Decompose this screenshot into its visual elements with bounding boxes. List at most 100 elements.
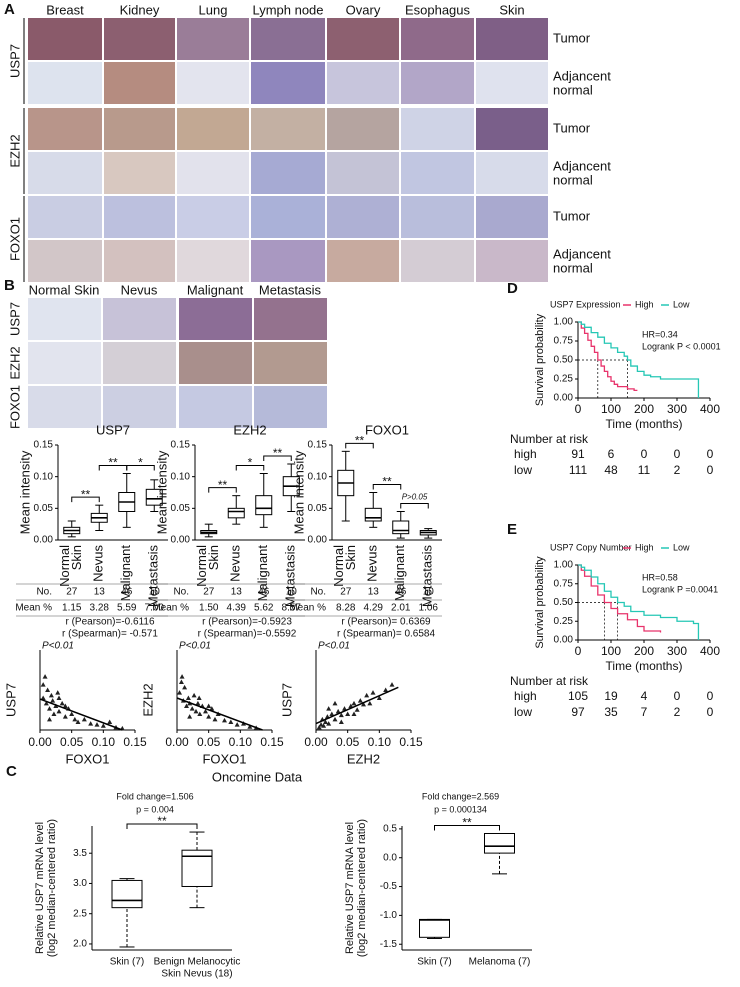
significance-label: ** bbox=[108, 456, 118, 470]
x-tick-label: Skin bbox=[343, 545, 358, 570]
y-tick-label: 0.25 bbox=[554, 616, 574, 627]
column-header: Lymph node bbox=[252, 2, 323, 17]
box bbox=[255, 495, 273, 516]
tissue-image bbox=[401, 108, 474, 150]
point bbox=[247, 724, 253, 729]
y-tick-label: 3.5 bbox=[73, 848, 87, 859]
significance-label: ** bbox=[157, 814, 167, 828]
y-tick-label: 0.50 bbox=[554, 597, 574, 608]
y-tick-label: 0.00 bbox=[308, 535, 328, 546]
risk-value: 19 bbox=[604, 689, 618, 703]
tissue-image bbox=[104, 152, 175, 194]
point bbox=[185, 695, 191, 700]
tissue-image bbox=[254, 298, 327, 340]
y-tick-label: -1.0 bbox=[380, 910, 398, 921]
point bbox=[364, 692, 370, 698]
x-tick-label: Malignant bbox=[255, 545, 270, 602]
point bbox=[178, 679, 184, 684]
chart-title: EZH2 bbox=[233, 422, 266, 437]
panel-title: Oncomine Data bbox=[212, 769, 303, 784]
point bbox=[40, 695, 46, 700]
point bbox=[182, 684, 188, 690]
box bbox=[364, 507, 382, 522]
x-tick-label: Skin bbox=[69, 545, 84, 570]
x-tick-label: Normal bbox=[57, 545, 72, 587]
point bbox=[56, 708, 62, 714]
risk-value: 11 bbox=[638, 463, 651, 477]
y-tick-label: 0.05 bbox=[34, 503, 54, 514]
row-label: Adjancent bbox=[553, 158, 611, 173]
x-tick-label: Skin bbox=[206, 545, 221, 570]
tissue-image bbox=[28, 298, 101, 340]
x-tick-label: 300 bbox=[667, 644, 687, 658]
y-axis-title: Mean intensity bbox=[154, 450, 169, 534]
point bbox=[206, 714, 212, 719]
significance-label: ** bbox=[218, 478, 228, 492]
y-tick-label: 0.15 bbox=[308, 440, 328, 451]
x-tick-label: 0.05 bbox=[197, 735, 221, 749]
point bbox=[329, 711, 335, 716]
risk-value: 91 bbox=[571, 447, 585, 461]
point bbox=[51, 711, 57, 716]
x-tick-label: Melanoma (7) bbox=[469, 957, 531, 968]
row-label: USP7 bbox=[7, 44, 22, 78]
tissue-image bbox=[327, 240, 399, 282]
tissue-image bbox=[251, 196, 325, 238]
significance-label: ** bbox=[462, 816, 472, 830]
table-row-label: Mean % bbox=[289, 603, 326, 614]
point bbox=[47, 716, 52, 722]
x-tick-label: Skin (7) bbox=[417, 957, 451, 968]
row-label: Tumor bbox=[553, 30, 591, 45]
tissue-image bbox=[104, 108, 175, 150]
risk-value: 105 bbox=[568, 689, 588, 703]
column-header: Malignant bbox=[187, 282, 244, 297]
row-label: EZH2 bbox=[7, 346, 22, 379]
point bbox=[177, 690, 183, 695]
x-tick-label: 0.00 bbox=[28, 735, 52, 749]
point bbox=[367, 700, 373, 706]
table-cell: 8.28 bbox=[336, 603, 356, 614]
risk-value: 6 bbox=[608, 447, 615, 461]
risk-label: low bbox=[514, 705, 532, 719]
panel-label: C bbox=[6, 763, 17, 780]
risk-label: high bbox=[514, 689, 537, 703]
x-tick-label: Metastasis bbox=[420, 545, 435, 608]
point bbox=[196, 695, 202, 700]
y-tick-label: 0.0 bbox=[383, 852, 397, 863]
annotation: p = 0.000134 bbox=[434, 804, 487, 814]
point bbox=[189, 706, 195, 711]
row-label: EZH2 bbox=[7, 134, 22, 167]
point bbox=[62, 703, 68, 708]
x-tick-label: 0.00 bbox=[304, 735, 328, 749]
x-tick-label: 0.15 bbox=[260, 735, 284, 749]
tissue-image bbox=[177, 240, 249, 282]
point bbox=[45, 687, 51, 692]
legend-label: Low bbox=[673, 542, 690, 552]
column-header: Kidney bbox=[120, 2, 160, 17]
point bbox=[206, 703, 212, 708]
survival-curve bbox=[578, 564, 700, 640]
significance-bracket bbox=[434, 824, 500, 831]
panel-label: E bbox=[507, 521, 517, 538]
y-axis-title: Survival probability bbox=[534, 313, 546, 406]
trend-line bbox=[176, 697, 263, 731]
point bbox=[195, 700, 201, 706]
point bbox=[332, 716, 338, 722]
risk-value: 0 bbox=[674, 689, 681, 703]
table-cell: 13 bbox=[368, 587, 380, 598]
y-tick-label: 1.00 bbox=[554, 317, 574, 328]
box bbox=[227, 507, 245, 519]
x-tick-label: Nevus bbox=[91, 545, 106, 582]
y-tick-label: 2.0 bbox=[73, 939, 87, 950]
x-tick-label: Skin (7) bbox=[110, 957, 144, 968]
significance-bracket bbox=[71, 496, 100, 503]
survival-curve bbox=[578, 564, 662, 633]
row-label: Adjancent bbox=[553, 68, 611, 83]
box bbox=[111, 879, 143, 909]
point bbox=[59, 700, 65, 706]
table-cell: 4.39 bbox=[227, 603, 247, 614]
y-axis-title: Relative USP7 mRNA level bbox=[344, 822, 356, 954]
tissue-image bbox=[327, 108, 399, 150]
risk-value: 97 bbox=[571, 705, 585, 719]
risk-value: 0 bbox=[707, 705, 714, 719]
